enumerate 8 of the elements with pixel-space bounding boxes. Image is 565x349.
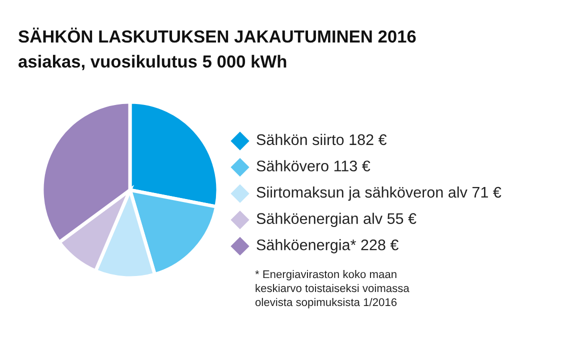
legend-label: Sähkön siirto 182 € bbox=[256, 134, 387, 146]
chart-title: SÄHKÖN LASKUTUKSEN JAKAUTUMINEN 2016 bbox=[18, 28, 416, 43]
legend-label: Siirtomaksun ja sähköveron alv 71 € bbox=[256, 186, 502, 201]
chart-subtitle: asiakas, vuosikulutus 5 000 kWh bbox=[18, 54, 286, 70]
text: * Energiaviraston koko maan keskiarvo toistaiseksi voimassa olevista sopimuksista 1/2016 bbox=[255, 270, 410, 308]
legend-label: Sähköenergian alv 55 € bbox=[256, 212, 416, 228]
legend-label: Sähkövero 113 € bbox=[256, 160, 370, 172]
legend-label: Sähköenergia* 228 € bbox=[256, 239, 398, 254]
